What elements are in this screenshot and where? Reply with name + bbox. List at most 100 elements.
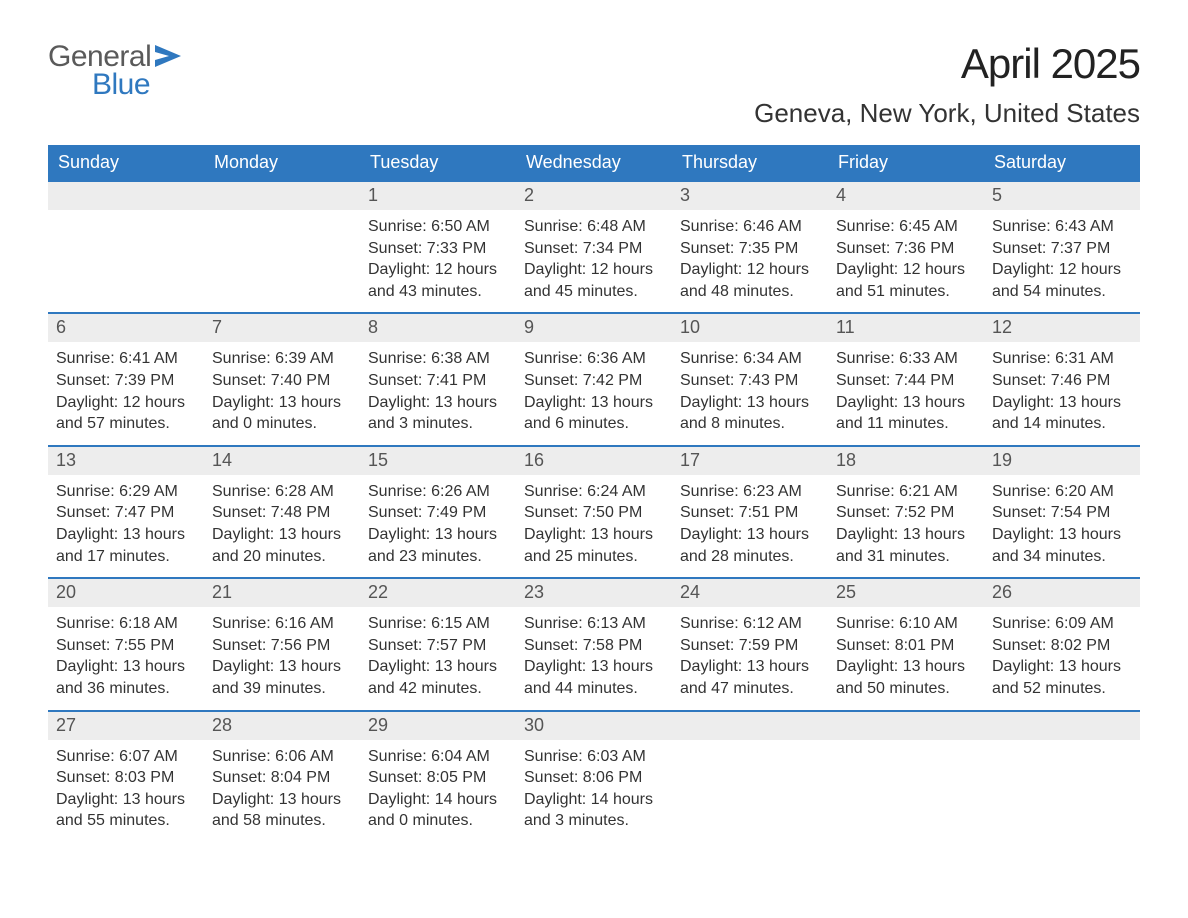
day-content: Sunrise: 6:23 AMSunset: 7:51 PMDaylight:… [672, 475, 828, 577]
day-sunrise: Sunrise: 6:26 AM [368, 481, 508, 503]
day-sunset: Sunset: 7:35 PM [680, 238, 820, 260]
day-sunset: Sunset: 7:48 PM [212, 502, 352, 524]
day-daylight1: Daylight: 13 hours [680, 656, 820, 678]
day-daylight1: Daylight: 13 hours [680, 392, 820, 414]
day-number: 20 [48, 579, 204, 607]
day-number [828, 712, 984, 740]
day-content: Sunrise: 6:21 AMSunset: 7:52 PMDaylight:… [828, 475, 984, 577]
day-sunrise: Sunrise: 6:13 AM [524, 613, 664, 635]
day-content: Sunrise: 6:06 AMSunset: 8:04 PMDaylight:… [204, 740, 360, 842]
day-daylight1: Daylight: 13 hours [56, 789, 196, 811]
day-content: Sunrise: 6:46 AMSunset: 7:35 PMDaylight:… [672, 210, 828, 312]
day-daylight1: Daylight: 13 hours [212, 656, 352, 678]
day-cell: 1Sunrise: 6:50 AMSunset: 7:33 PMDaylight… [360, 182, 516, 312]
location-subtitle: Geneva, New York, United States [754, 98, 1140, 129]
day-content: Sunrise: 6:48 AMSunset: 7:34 PMDaylight:… [516, 210, 672, 312]
day-daylight1: Daylight: 14 hours [368, 789, 508, 811]
day-sunset: Sunset: 8:02 PM [992, 635, 1132, 657]
day-daylight1: Daylight: 12 hours [524, 259, 664, 281]
day-cell: 24Sunrise: 6:12 AMSunset: 7:59 PMDayligh… [672, 579, 828, 709]
day-number: 16 [516, 447, 672, 475]
day-sunrise: Sunrise: 6:33 AM [836, 348, 976, 370]
week-row: 6Sunrise: 6:41 AMSunset: 7:39 PMDaylight… [48, 312, 1140, 444]
day-sunrise: Sunrise: 6:07 AM [56, 746, 196, 768]
day-sunset: Sunset: 7:55 PM [56, 635, 196, 657]
day-number [48, 182, 204, 210]
day-cell: 9Sunrise: 6:36 AMSunset: 7:42 PMDaylight… [516, 314, 672, 444]
day-number: 22 [360, 579, 516, 607]
day-sunset: Sunset: 8:04 PM [212, 767, 352, 789]
day-cell: 2Sunrise: 6:48 AMSunset: 7:34 PMDaylight… [516, 182, 672, 312]
day-daylight2: and 3 minutes. [368, 413, 508, 435]
dow-sunday: Sunday [48, 145, 204, 180]
week-row: 27Sunrise: 6:07 AMSunset: 8:03 PMDayligh… [48, 710, 1140, 842]
day-daylight1: Daylight: 13 hours [368, 392, 508, 414]
day-number: 26 [984, 579, 1140, 607]
day-daylight1: Daylight: 13 hours [212, 789, 352, 811]
day-sunset: Sunset: 8:03 PM [56, 767, 196, 789]
day-daylight1: Daylight: 13 hours [836, 656, 976, 678]
day-daylight2: and 31 minutes. [836, 546, 976, 568]
day-number [672, 712, 828, 740]
day-daylight2: and 58 minutes. [212, 810, 352, 832]
day-cell [672, 712, 828, 842]
day-content: Sunrise: 6:12 AMSunset: 7:59 PMDaylight:… [672, 607, 828, 709]
day-content [984, 740, 1140, 756]
day-daylight1: Daylight: 13 hours [56, 656, 196, 678]
day-content: Sunrise: 6:38 AMSunset: 7:41 PMDaylight:… [360, 342, 516, 444]
day-daylight2: and 25 minutes. [524, 546, 664, 568]
day-number: 23 [516, 579, 672, 607]
day-number: 2 [516, 182, 672, 210]
day-cell: 3Sunrise: 6:46 AMSunset: 7:35 PMDaylight… [672, 182, 828, 312]
day-cell [984, 712, 1140, 842]
day-content: Sunrise: 6:29 AMSunset: 7:47 PMDaylight:… [48, 475, 204, 577]
day-daylight2: and 55 minutes. [56, 810, 196, 832]
day-sunrise: Sunrise: 6:28 AM [212, 481, 352, 503]
dow-saturday: Saturday [984, 145, 1140, 180]
day-sunrise: Sunrise: 6:41 AM [56, 348, 196, 370]
day-sunset: Sunset: 7:36 PM [836, 238, 976, 260]
day-daylight1: Daylight: 13 hours [368, 656, 508, 678]
day-sunset: Sunset: 7:54 PM [992, 502, 1132, 524]
day-sunset: Sunset: 7:57 PM [368, 635, 508, 657]
day-sunrise: Sunrise: 6:39 AM [212, 348, 352, 370]
day-content: Sunrise: 6:07 AMSunset: 8:03 PMDaylight:… [48, 740, 204, 842]
day-content: Sunrise: 6:41 AMSunset: 7:39 PMDaylight:… [48, 342, 204, 444]
day-daylight1: Daylight: 13 hours [524, 392, 664, 414]
day-number: 28 [204, 712, 360, 740]
month-title: April 2025 [754, 40, 1140, 88]
day-sunset: Sunset: 7:59 PM [680, 635, 820, 657]
day-sunrise: Sunrise: 6:06 AM [212, 746, 352, 768]
day-cell: 20Sunrise: 6:18 AMSunset: 7:55 PMDayligh… [48, 579, 204, 709]
day-daylight1: Daylight: 13 hours [524, 524, 664, 546]
day-daylight2: and 39 minutes. [212, 678, 352, 700]
day-cell: 29Sunrise: 6:04 AMSunset: 8:05 PMDayligh… [360, 712, 516, 842]
day-daylight2: and 54 minutes. [992, 281, 1132, 303]
day-sunrise: Sunrise: 6:36 AM [524, 348, 664, 370]
day-content [672, 740, 828, 756]
day-content: Sunrise: 6:18 AMSunset: 7:55 PMDaylight:… [48, 607, 204, 709]
day-daylight2: and 0 minutes. [368, 810, 508, 832]
day-daylight2: and 8 minutes. [680, 413, 820, 435]
day-daylight1: Daylight: 13 hours [212, 392, 352, 414]
day-daylight2: and 6 minutes. [524, 413, 664, 435]
day-content: Sunrise: 6:10 AMSunset: 8:01 PMDaylight:… [828, 607, 984, 709]
day-daylight1: Daylight: 12 hours [368, 259, 508, 281]
day-content: Sunrise: 6:45 AMSunset: 7:36 PMDaylight:… [828, 210, 984, 312]
day-sunrise: Sunrise: 6:46 AM [680, 216, 820, 238]
day-content: Sunrise: 6:13 AMSunset: 7:58 PMDaylight:… [516, 607, 672, 709]
day-content: Sunrise: 6:43 AMSunset: 7:37 PMDaylight:… [984, 210, 1140, 312]
day-daylight2: and 57 minutes. [56, 413, 196, 435]
day-daylight2: and 34 minutes. [992, 546, 1132, 568]
day-sunrise: Sunrise: 6:45 AM [836, 216, 976, 238]
day-cell: 22Sunrise: 6:15 AMSunset: 7:57 PMDayligh… [360, 579, 516, 709]
day-sunrise: Sunrise: 6:10 AM [836, 613, 976, 635]
day-sunset: Sunset: 7:33 PM [368, 238, 508, 260]
day-number [204, 182, 360, 210]
day-content: Sunrise: 6:26 AMSunset: 7:49 PMDaylight:… [360, 475, 516, 577]
day-daylight2: and 20 minutes. [212, 546, 352, 568]
days-of-week-row: Sunday Monday Tuesday Wednesday Thursday… [48, 145, 1140, 180]
day-sunset: Sunset: 8:05 PM [368, 767, 508, 789]
day-sunrise: Sunrise: 6:24 AM [524, 481, 664, 503]
week-row: 1Sunrise: 6:50 AMSunset: 7:33 PMDaylight… [48, 180, 1140, 312]
